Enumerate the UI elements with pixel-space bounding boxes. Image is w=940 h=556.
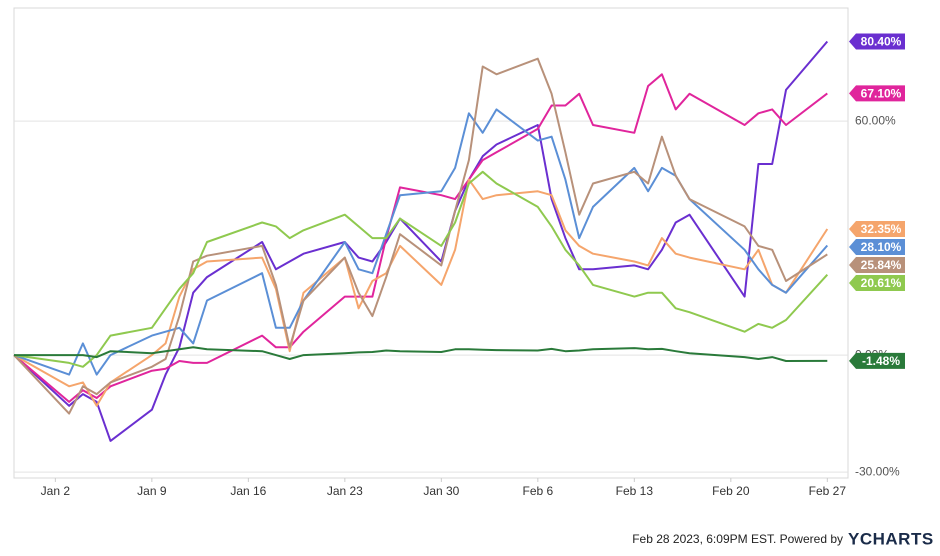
x-tick-label: Jan 9 xyxy=(137,484,167,498)
footer: Feb 28 2023, 6:09PM EST. Powered by xyxy=(632,532,843,546)
end-label: 32.35% xyxy=(861,222,902,236)
x-tick-label: Jan 30 xyxy=(423,484,459,498)
series-line xyxy=(13,170,829,368)
end-tag xyxy=(849,256,905,273)
x-tick-label: Feb 20 xyxy=(712,484,750,498)
series-line xyxy=(13,57,828,415)
series-line xyxy=(14,346,828,362)
end-tag xyxy=(849,33,905,50)
x-tick-label: Jan 23 xyxy=(327,484,363,498)
x-tick-label: Feb 6 xyxy=(522,484,553,498)
y-tick-label: 60.00% xyxy=(855,113,896,127)
series-line xyxy=(13,108,829,376)
end-label: 20.61% xyxy=(861,276,902,290)
end-tag xyxy=(849,352,905,369)
x-tick-label: Feb 13 xyxy=(616,484,654,498)
x-tick-label: Jan 2 xyxy=(41,484,71,498)
end-label: 80.40% xyxy=(861,35,902,49)
end-label: 67.10% xyxy=(861,87,902,101)
end-label: 25.84% xyxy=(861,258,902,272)
series-line xyxy=(13,40,829,442)
series-line xyxy=(13,73,828,403)
plot-frame xyxy=(13,7,849,479)
x-tick-label: Jan 16 xyxy=(230,484,266,498)
end-tag xyxy=(849,220,905,237)
brand: YCHARTS xyxy=(848,529,934,548)
end-label: 28.10% xyxy=(861,240,902,254)
x-tick-label: Feb 27 xyxy=(809,484,847,498)
series-line xyxy=(13,178,829,407)
end-label: -1.48% xyxy=(862,354,900,368)
end-tag xyxy=(849,85,905,102)
end-tag xyxy=(849,274,905,291)
y-tick-label: -30.00% xyxy=(855,464,900,478)
end-tag xyxy=(849,238,905,255)
